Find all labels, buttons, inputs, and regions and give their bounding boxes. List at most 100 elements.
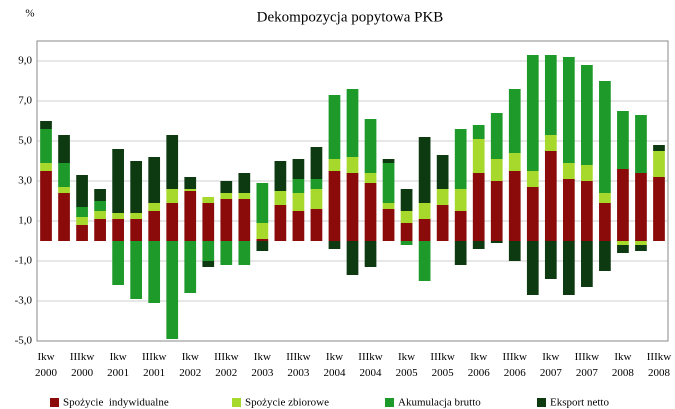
- x-tick-label: IIIkw 2001: [142, 351, 166, 379]
- bar-segment: [508, 171, 521, 241]
- bar-segment: [112, 219, 124, 241]
- bar-segment: [635, 245, 647, 251]
- bar-segment: [130, 219, 143, 241]
- bar-segment: [112, 213, 124, 219]
- bar-segment: [418, 137, 431, 203]
- bar-segment: [454, 189, 467, 211]
- bar-segment: [544, 151, 557, 241]
- bar-segment: [346, 173, 359, 241]
- bar-segment: [310, 179, 323, 189]
- bar-segment: [220, 199, 233, 241]
- bar-segment: [653, 177, 665, 241]
- y-tick-label: -3,0: [15, 295, 33, 307]
- bar-segment: [76, 175, 88, 207]
- y-tick-label: 3,0: [18, 175, 32, 187]
- bar-segment: [94, 201, 106, 211]
- bar-segment: [617, 245, 629, 253]
- bar-segment: [76, 207, 88, 217]
- bar-segment: [148, 211, 161, 241]
- bar-segment: [184, 177, 197, 189]
- bar-segment: [635, 173, 647, 241]
- legend-swatch: [50, 398, 59, 407]
- bar-segment: [599, 241, 611, 271]
- bar-segment: [418, 241, 431, 281]
- y-tick-label: -1,0: [15, 255, 33, 267]
- bar-segment: [544, 55, 557, 135]
- bar-segment: [400, 241, 413, 245]
- bar-segment: [328, 241, 341, 249]
- x-tick-label: Ikw 2007: [540, 351, 563, 379]
- bar-segment: [346, 89, 359, 157]
- bar-segment: [436, 155, 449, 189]
- bar-segment: [562, 57, 575, 163]
- bar-segment: [454, 129, 467, 189]
- bar-segment: [346, 241, 359, 275]
- bar-segment: [40, 163, 52, 171]
- bar-segment: [508, 153, 521, 171]
- bar-segment: [400, 211, 413, 223]
- bar-segment: [58, 187, 70, 193]
- bar-segment: [166, 135, 179, 189]
- x-tick-label: Ikw 2005: [396, 351, 419, 379]
- bar-segment: [310, 189, 323, 209]
- legend-label: Akumulacja brutto: [398, 397, 481, 409]
- y-tick-label: -5,0: [15, 335, 33, 347]
- x-tick-label: Ikw 2004: [323, 351, 346, 379]
- bar-segment: [653, 145, 665, 151]
- y-tick-label: 9,0: [18, 55, 32, 67]
- bar-segment: [292, 159, 305, 179]
- bar-segment: [544, 241, 557, 279]
- bar-segment: [526, 241, 539, 295]
- bar-segment: [653, 151, 665, 177]
- bar-segment: [472, 125, 485, 139]
- bar-segment: [112, 149, 124, 213]
- bar-segment: [94, 211, 106, 219]
- bar-segment: [202, 241, 215, 261]
- y-axis-label: %: [25, 8, 34, 20]
- bar-segment: [436, 189, 449, 205]
- bar-segment: [292, 179, 305, 193]
- bar-segment: [562, 163, 575, 179]
- bar-segment: [202, 261, 215, 267]
- bar-segment: [310, 209, 323, 241]
- bar-segment: [220, 181, 233, 193]
- bar-segment: [130, 213, 143, 219]
- bar-segment: [472, 173, 485, 241]
- bar-segment: [130, 161, 143, 213]
- bar-segment: [112, 241, 124, 285]
- chart-title: Dekompozycja popytowa PKB: [257, 9, 444, 25]
- bar-segment: [581, 65, 593, 165]
- bar-segment: [310, 147, 323, 179]
- bar-segment: [274, 191, 287, 205]
- bar-segment: [166, 189, 179, 203]
- legend-swatch: [385, 398, 394, 407]
- legend-label: Spożycie zbiorowe: [245, 397, 329, 409]
- x-tick-label: IIIkw 2008: [647, 351, 671, 379]
- bar-segment: [617, 241, 629, 245]
- legend-swatch: [537, 398, 546, 407]
- bar-segment: [202, 203, 215, 241]
- bar-segment: [364, 173, 377, 183]
- bar-segment: [364, 183, 377, 241]
- y-tick-label: 1,0: [18, 215, 32, 227]
- y-tick-label: 7,0: [18, 95, 32, 107]
- bar-segment: [148, 157, 161, 203]
- x-tick-label: IIIkw 2005: [430, 351, 454, 379]
- bar-segment: [364, 119, 377, 173]
- x-tick-label: IIIkw 2004: [358, 351, 382, 379]
- plot-frame: [36, 40, 669, 342]
- bar-segment: [490, 181, 503, 241]
- bar-segment: [238, 173, 251, 193]
- bar-segment: [238, 199, 251, 241]
- bar-segment: [40, 121, 52, 129]
- x-tick-label: IIIkw 2002: [214, 351, 238, 379]
- bar-segment: [184, 191, 197, 241]
- bar-segment: [58, 193, 70, 241]
- bar-segment: [490, 159, 503, 181]
- bar-segment: [454, 241, 467, 265]
- bar-segment: [562, 241, 575, 295]
- bar-segment: [256, 223, 269, 239]
- bar-segment: [40, 129, 52, 163]
- x-tick-label: Ikw 2008: [612, 351, 635, 379]
- bar-segment: [58, 163, 70, 187]
